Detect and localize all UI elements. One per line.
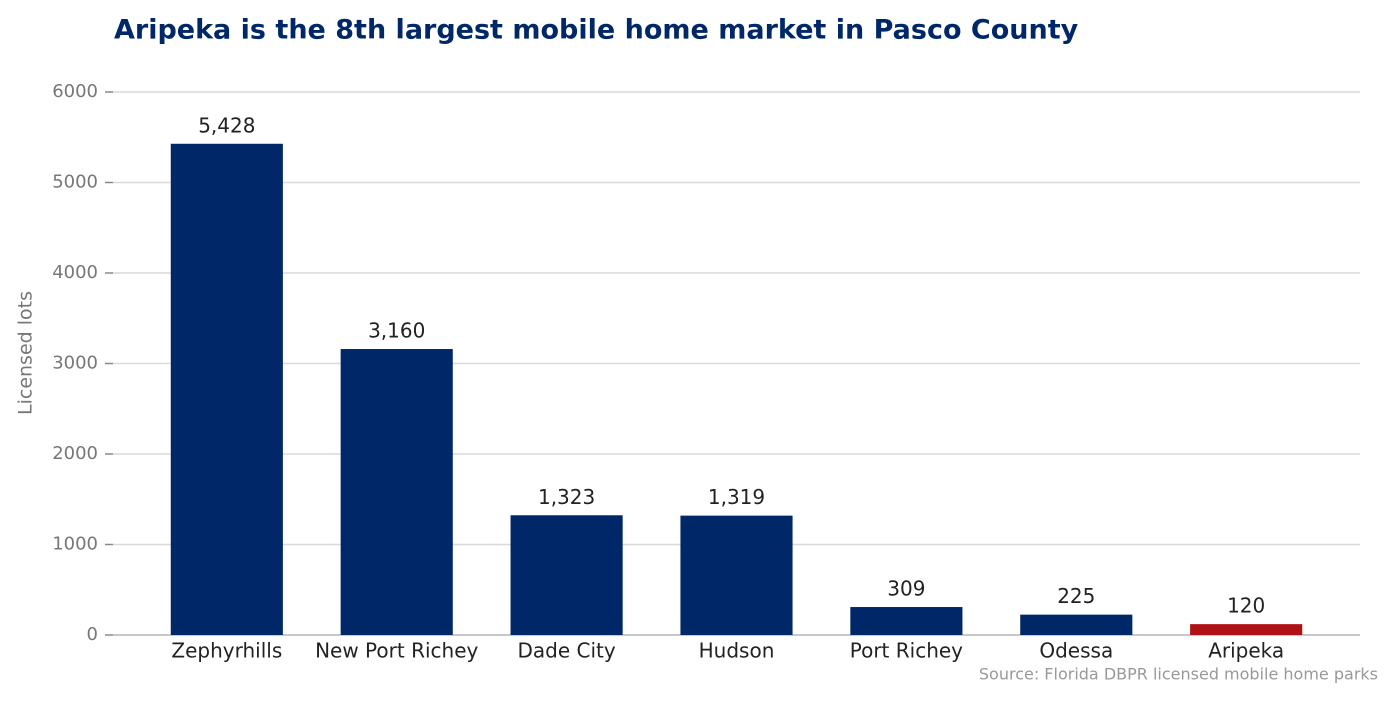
x-tick-label: Hudson (699, 639, 775, 663)
value-label: 120 (1227, 594, 1265, 618)
y-tick-label: 1000 (52, 534, 98, 555)
value-label: 3,160 (368, 319, 425, 343)
x-tick-label: Port Richey (850, 639, 963, 663)
y-tick-label: 4000 (52, 262, 98, 283)
y-tick-label: 5000 (52, 172, 98, 193)
bar (850, 607, 963, 635)
x-tick-label: Odessa (1039, 639, 1113, 663)
value-label: 1,323 (538, 485, 595, 509)
value-label: 1,319 (708, 485, 765, 509)
bar (170, 143, 283, 636)
bar (680, 515, 793, 635)
y-tick-label: 0 (87, 624, 98, 645)
bar (510, 515, 623, 635)
bar (340, 349, 453, 635)
y-tick-label: 2000 (52, 443, 98, 464)
value-label: 309 (887, 577, 925, 601)
x-tick-label: Dade City (517, 639, 615, 663)
y-tick-label: 3000 (52, 353, 98, 374)
value-label: 225 (1057, 584, 1095, 608)
bar (1190, 624, 1303, 635)
x-tick-label: New Port Richey (315, 639, 478, 663)
y-tick-label: 6000 (52, 81, 98, 102)
y-axis-label: Licensed lots (15, 291, 37, 415)
x-tick-label: Zephyrhills (171, 639, 282, 663)
bar (1020, 614, 1133, 635)
value-label: 5,428 (198, 113, 255, 137)
x-tick-label: Aripeka (1208, 639, 1284, 663)
source-note: Source: Florida DBPR licensed mobile hom… (979, 665, 1378, 684)
chart-title: Aripeka is the 8th largest mobile home m… (114, 15, 1079, 46)
